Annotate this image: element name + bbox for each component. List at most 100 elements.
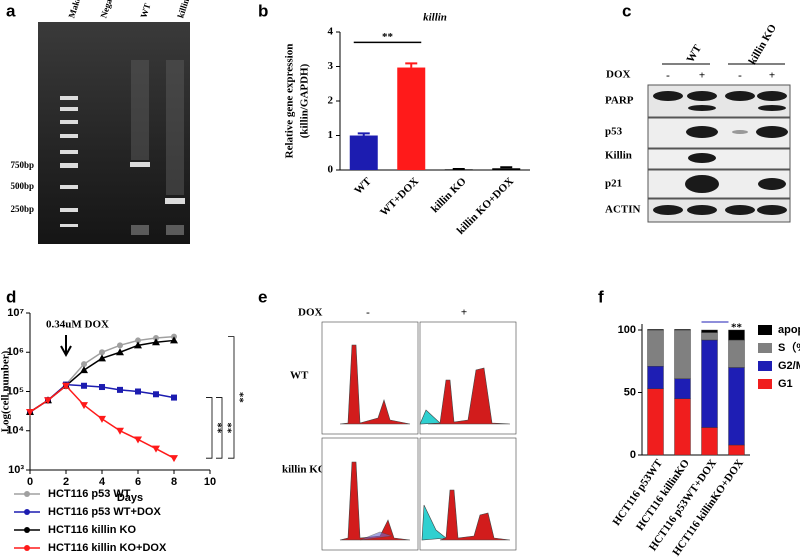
bar-segment (674, 329, 691, 331)
legend-swatch (758, 361, 772, 371)
error-bar (405, 62, 418, 68)
point (152, 338, 160, 346)
legend-label: HCT116 killin KO+DOX (48, 542, 167, 554)
bar (349, 135, 378, 170)
legend-label: HCT116 p53 WT (48, 488, 131, 500)
annotation: 0.34uM DOX (46, 319, 109, 331)
point (135, 388, 141, 395)
legend-swatch (758, 325, 772, 335)
significance-bracket (216, 397, 223, 459)
legend-label: G2/M（%） (778, 359, 800, 372)
bar-segment (728, 339, 745, 368)
y-tick-label: 10⁴ (6, 425, 24, 437)
point (98, 354, 106, 362)
y-axis-label: Relative gene expression (284, 44, 296, 159)
bar-segment (674, 398, 691, 456)
point (62, 382, 70, 390)
point (134, 341, 142, 349)
annotation: ** (731, 322, 743, 334)
lane-label: WT (138, 2, 152, 19)
bar-segment (647, 329, 664, 331)
blot-image (647, 84, 791, 223)
bar-segment (728, 367, 745, 446)
y-tick-label: 10⁷ (7, 307, 24, 319)
point (26, 409, 34, 417)
significance-bracket (228, 336, 235, 459)
bar-segment (674, 329, 691, 379)
point (117, 342, 123, 349)
error-bar (357, 132, 370, 136)
bar-segment (647, 329, 664, 367)
point (80, 402, 88, 410)
lane-label: killin KO (175, 0, 196, 19)
gel-image (38, 22, 190, 244)
condition: + (461, 307, 467, 319)
significance-label: ** (221, 422, 233, 434)
bar-segment (647, 388, 664, 456)
panel-letter: f (598, 287, 604, 306)
significance-bracket (206, 397, 213, 459)
legend-marker (24, 509, 30, 515)
point (116, 348, 124, 356)
size-label: 750bp (10, 160, 34, 170)
point (98, 415, 106, 423)
point (153, 335, 159, 342)
panel-letter: c (622, 1, 631, 20)
lane-label: Maker (66, 0, 84, 19)
point (134, 436, 142, 444)
legend-label: apoptosis（%） (778, 323, 800, 336)
point (81, 361, 87, 368)
point (170, 336, 178, 344)
y-tick-label: 0 (328, 164, 334, 176)
bar-segment (701, 329, 718, 333)
bar-segment (728, 444, 745, 456)
legend-swatch (758, 343, 772, 353)
annotation: ** (382, 31, 394, 43)
legend-marker (24, 527, 30, 533)
protein-label: p21 (605, 178, 622, 190)
protein-label: ACTIN (605, 204, 641, 216)
y-tick-label: 10³ (8, 464, 24, 476)
y-axis-label: Log(cell number) (0, 350, 12, 432)
x-tick-label: 2 (63, 476, 69, 488)
x-tick-label: 8 (171, 476, 177, 488)
y-tick-label: 1 (328, 129, 334, 141)
panel-letter: e (258, 287, 267, 306)
protein-label: PARP (605, 95, 634, 107)
point (80, 366, 88, 374)
bar-segment (701, 339, 718, 428)
size-label: 500bp (10, 181, 34, 191)
y-axis-label: (killin/GAPDH) (299, 63, 311, 138)
point (135, 337, 141, 344)
protein-label: Killin (605, 150, 632, 162)
point (117, 386, 123, 393)
bar (397, 67, 426, 170)
condition: - (738, 70, 742, 82)
protein-label: p53 (605, 126, 623, 138)
x-axis-label: Days (117, 492, 143, 504)
treatment-label: DOX (606, 69, 631, 81)
legend-marker (24, 491, 30, 497)
series-line (29, 335, 175, 413)
point (99, 384, 105, 391)
condition: + (699, 70, 705, 82)
legend-label: HCT116 p53 WT+DOX (48, 506, 161, 518)
y-tick-label: 10⁶ (7, 346, 24, 358)
y-tick-label: 100 (618, 324, 636, 336)
point (116, 427, 124, 435)
y-tick-label: 2 (328, 95, 334, 107)
bar-segment (674, 378, 691, 399)
legend-label: G1（%） (778, 377, 800, 390)
arrow (60, 335, 72, 358)
bar (492, 168, 521, 170)
y-tick-label: 3 (328, 60, 334, 72)
point (170, 455, 178, 463)
point (153, 391, 159, 398)
lane-label: Negative (98, 0, 118, 19)
legend-marker (24, 545, 30, 551)
x-tick-label: killin KO (429, 175, 469, 215)
y-tick-label: 4 (328, 26, 334, 38)
x-tick-label: 4 (99, 476, 106, 488)
significance-label: ** (211, 422, 223, 434)
